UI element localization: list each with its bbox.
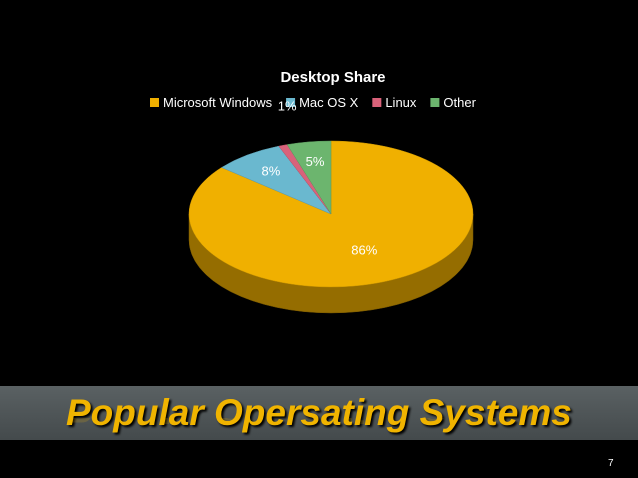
legend-swatch-linux (372, 98, 382, 107)
legend-swatch-microsoft-windows (150, 98, 159, 107)
pie-slice-other (286, 140, 332, 215)
data-label-other: 5% (306, 154, 325, 169)
legend-swatch-other (430, 98, 440, 107)
data-label-mac-os-x: 8% (262, 163, 281, 178)
pie-slice-microsoft-windows (188, 140, 474, 288)
data-label-linux: 1% (278, 98, 297, 113)
legend-label-mac-os-x: Mac OS X (299, 95, 359, 110)
legend-swatch-mac-os-x (286, 98, 296, 107)
chart-legend: Microsoft Windows Mac OS X Linux Other (150, 95, 477, 110)
pie-labels: 86% 8% 1% 5% (262, 98, 378, 257)
slide-title-reflection: Popular Opersating Systems (66, 418, 572, 432)
page-number: 7 (608, 458, 614, 469)
title-band (0, 386, 638, 440)
legend-label-other: Other (443, 95, 476, 110)
chart-title: Desktop Share (280, 69, 385, 86)
pie-chart: Desktop Share Microsoft Windows Mac OS X L… (150, 69, 477, 314)
legend-label-linux: Linux (385, 95, 417, 110)
slide-title: Popular Opersating Systems (66, 392, 572, 433)
data-label-microsoft-windows: 86% (351, 242, 377, 257)
pie-top (188, 140, 474, 288)
legend-label-microsoft-windows: Microsoft Windows (163, 95, 273, 110)
